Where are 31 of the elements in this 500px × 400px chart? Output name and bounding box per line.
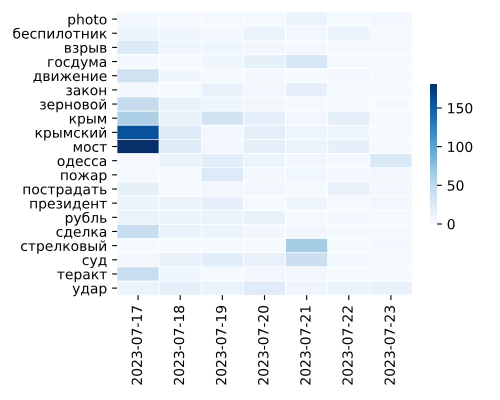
- y-tick-label: беспилотник: [13, 28, 107, 39]
- y-tick-label: одесса: [58, 158, 106, 168]
- y-tick-label: госдума: [48, 59, 106, 70]
- y-tick-label: пострадать: [24, 186, 106, 198]
- x-tick-label: 2023-07-17: [132, 306, 142, 385]
- y-tick-label: суд: [82, 257, 107, 268]
- color-bar-label: 0: [448, 218, 455, 230]
- y-tick-label: зерновой: [40, 98, 106, 112]
- x-tick-label: 2023-07-20: [258, 306, 269, 385]
- y-tick-label: теракт: [57, 271, 107, 282]
- y-tick-label: сделка: [56, 228, 106, 239]
- x-tick-label: 2023-07-19: [216, 306, 226, 385]
- x-tick-label: 2023-07-18: [174, 306, 184, 385]
- y-tick-label: взрыв: [65, 44, 106, 56]
- y-tick-label: крымский: [36, 127, 106, 141]
- y-tick-label: рубль: [66, 212, 106, 226]
- color-bar-label: 50: [448, 180, 464, 191]
- y-tick-label: закон: [66, 87, 106, 96]
- y-tick-label: движение: [33, 73, 107, 83]
- y-tick-label: крым: [70, 116, 106, 126]
- color-bar-label: 100: [448, 142, 472, 152]
- x-tick-label: 2023-07-22: [342, 306, 353, 385]
- y-tick-label: пожар: [61, 172, 107, 184]
- color-bar-label: 150: [448, 102, 472, 114]
- x-tick-label: 2023-07-23: [384, 306, 395, 385]
- y-tick-label: мост: [74, 144, 107, 152]
- y-tick-label: photo: [68, 14, 107, 28]
- y-tick-label: удар: [72, 286, 107, 296]
- y-tick-label: стрелковый: [21, 240, 106, 254]
- y-tick-label: президент: [30, 200, 107, 212]
- x-tick-label: 2023-07-21: [300, 306, 311, 385]
